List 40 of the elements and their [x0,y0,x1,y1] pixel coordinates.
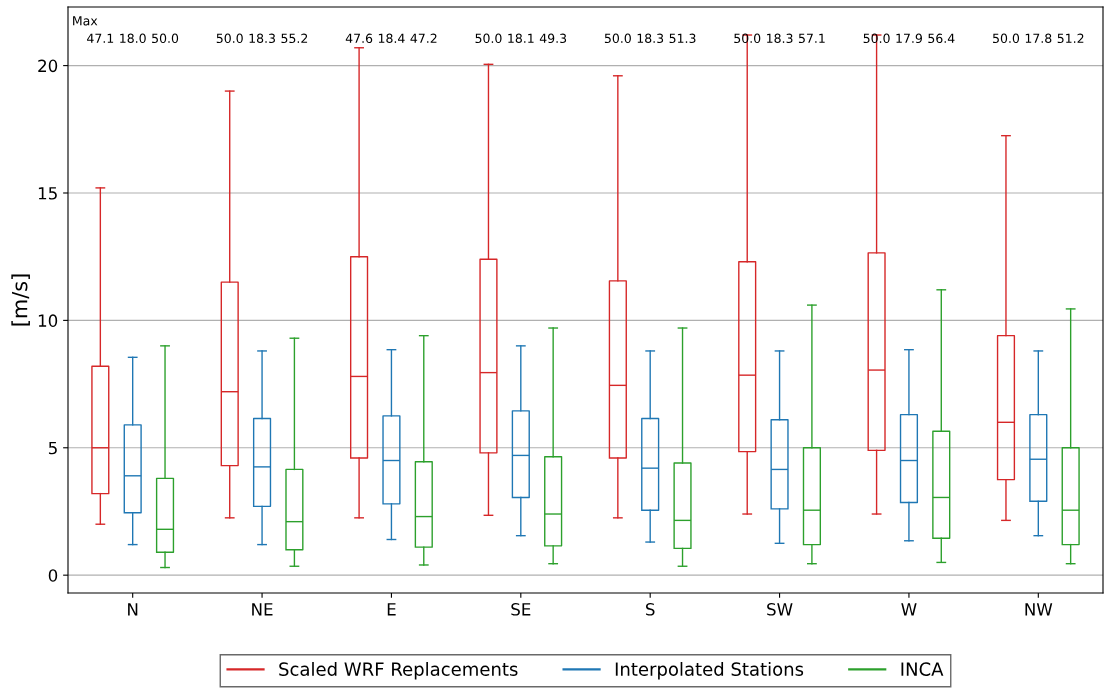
y-tick-label: 20 [38,59,58,73]
annotation: 18.3 [767,33,793,44]
annotation: 18.3 [249,33,275,44]
legend-label: Interpolated Stations [615,661,804,680]
annotation: 47.2 [410,33,437,43]
annotation: 50.0 [993,33,1020,44]
annotation: 56.4 [928,33,955,44]
annotation: 49.3 [539,33,567,44]
y-tick-label: 5 [48,441,57,455]
legend-label: INCA [901,662,944,676]
annotation: 51.2 [1057,33,1084,44]
annotation: 50.0 [604,33,631,44]
x-tick-label: W [901,603,917,616]
y-tick-label: 10 [38,314,58,327]
annotation: 57.1 [798,33,825,44]
annotation: 51.3 [669,33,696,44]
annotation: 50.0 [216,33,243,44]
annotation: 18.1 [508,33,534,44]
x-tick-label: S [646,603,655,616]
annotation: 47.1 [87,33,114,43]
x-tick-label: N [128,603,138,616]
annotation: Max [73,16,98,26]
annotation: 18.0 [120,33,146,44]
annotation: 55.2 [281,33,308,44]
annotation: 50.0 [475,33,502,44]
annotation: 47.6 [345,33,373,44]
x-tick-label: SE [511,603,531,616]
annotation: 18.3 [637,33,664,44]
x-tick-label: E [387,603,396,616]
y-axis-title: [m/s] [11,274,30,326]
annotation: 50.0 [152,33,179,44]
x-tick-label: NE [252,603,273,616]
annotation: 17.9 [896,33,922,44]
y-tick-label: 0 [48,569,58,582]
y-tick-label: 15 [38,187,57,200]
annotation: 17.8 [1025,33,1052,44]
legend-label: Scaled WRF Replacements [279,661,518,680]
annotation: 18.4 [378,33,405,44]
x-tick-label: SW [767,603,793,616]
x-tick-label: NW [1025,603,1053,616]
